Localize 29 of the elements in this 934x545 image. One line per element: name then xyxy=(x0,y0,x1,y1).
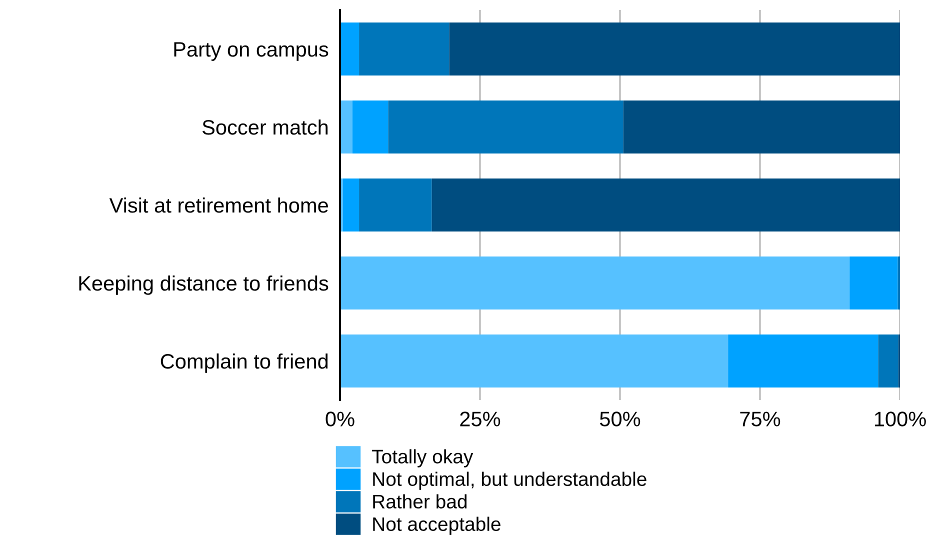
bar xyxy=(359,178,432,232)
bar xyxy=(340,334,728,388)
legend-label: Not optimal, but understandable xyxy=(373,472,646,490)
bar xyxy=(728,334,878,388)
y-tick-label: Visit at retirement home xyxy=(109,197,328,213)
y-tick-label: Keeping distance to friends xyxy=(79,275,328,295)
x-tick-label: 100% xyxy=(874,412,926,426)
legend-label: Totally okay xyxy=(372,449,474,468)
y-tick-label: Complain to friend xyxy=(160,353,328,373)
legend-label: Rather bad xyxy=(373,494,467,509)
bar xyxy=(340,100,352,154)
bar xyxy=(432,178,900,232)
x-tick-label: 50% xyxy=(600,412,640,426)
bar xyxy=(388,100,624,154)
bar xyxy=(623,100,900,154)
bar xyxy=(449,22,900,76)
y-tick-label: Party on campus xyxy=(174,42,328,61)
bar xyxy=(340,256,850,310)
bar xyxy=(878,334,898,388)
x-tick-label: 25% xyxy=(460,412,500,426)
bar xyxy=(342,178,360,232)
bar xyxy=(340,22,360,76)
y-tick-label: Soccer match xyxy=(202,119,328,135)
x-tick-label: 75% xyxy=(740,412,780,426)
legend-label: Not acceptable xyxy=(373,516,500,535)
bar xyxy=(850,256,898,310)
x-tick-label: 0% xyxy=(326,412,354,426)
bar xyxy=(359,22,450,76)
bar xyxy=(352,100,388,154)
